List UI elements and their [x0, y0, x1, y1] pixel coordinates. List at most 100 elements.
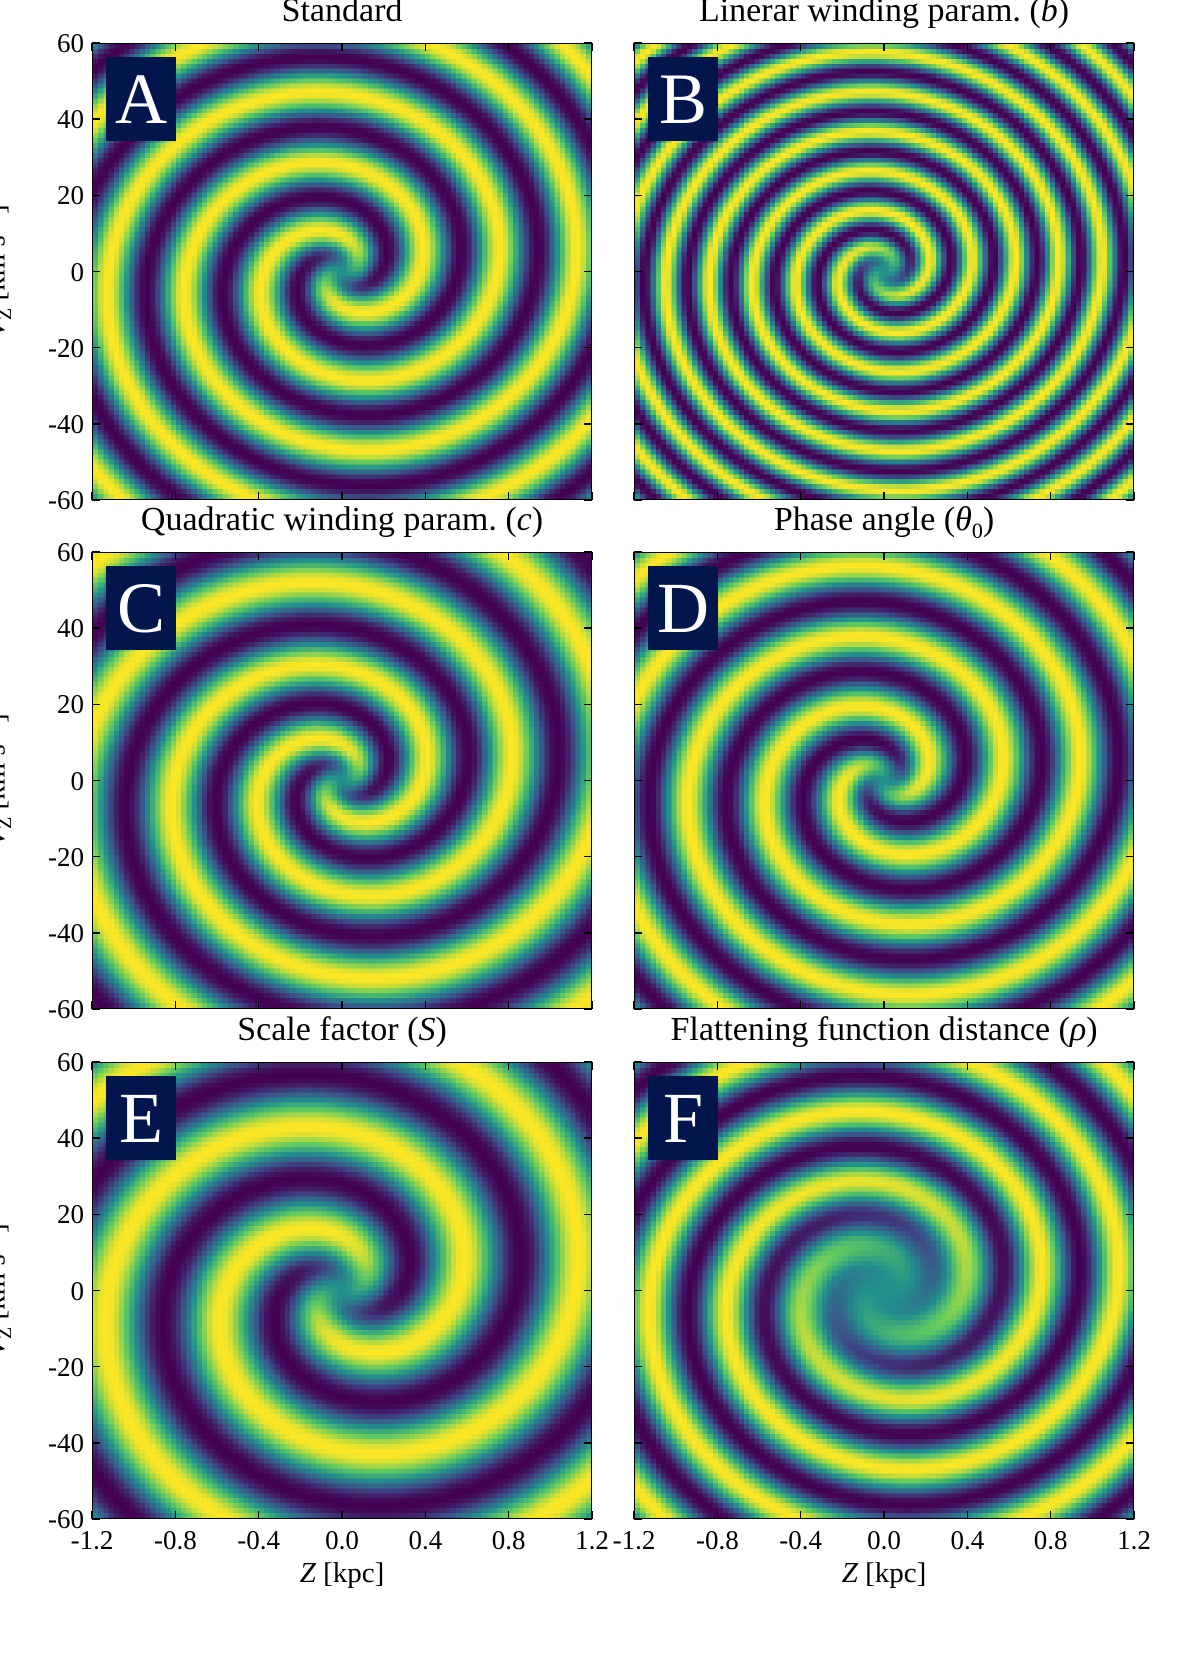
xtick-mark — [341, 43, 343, 51]
plot-area — [92, 552, 592, 1009]
xtick-mark — [507, 1511, 510, 1519]
ytick-label: -60 — [48, 1504, 84, 1534]
ytick-label: -40 — [48, 408, 84, 439]
xtick-mark — [91, 552, 93, 560]
ytick-mark — [584, 1061, 592, 1063]
ytick-mark — [92, 855, 100, 858]
ytick-mark — [584, 270, 592, 273]
ytick-mark — [92, 1518, 100, 1520]
xtick-mark — [174, 1062, 177, 1070]
xtick-mark — [716, 43, 719, 51]
xtick-mark — [633, 552, 635, 560]
xtick-mark — [257, 43, 260, 51]
xtick-mark — [799, 492, 802, 500]
ytick-mark — [92, 1213, 100, 1216]
ytick-mark — [1126, 270, 1134, 273]
ytick-mark — [584, 42, 592, 44]
ytick-mark — [92, 194, 100, 197]
xtick-mark — [883, 43, 885, 51]
ytick-label: 60 — [57, 537, 84, 567]
ytick-label: 40 — [57, 613, 84, 644]
xtick-mark — [1049, 1062, 1052, 1070]
xtick-mark — [1133, 1062, 1135, 1070]
ytick-mark — [584, 423, 592, 425]
ytick-mark — [634, 551, 642, 553]
xtick-mark — [883, 492, 885, 500]
plot-area — [634, 1062, 1134, 1519]
xtick-mark — [591, 1062, 593, 1070]
ytick-label: 60 — [57, 1047, 84, 1077]
xtick-mark — [716, 1001, 719, 1009]
ytick-label: 20 — [57, 689, 84, 720]
xtick-mark — [1049, 552, 1052, 560]
ytick-mark — [1126, 932, 1134, 934]
xtick-mark — [424, 1001, 427, 1009]
xtick-label: 0.0 — [325, 1525, 359, 1555]
panel-title: Linerar winding param. (b) — [698, 0, 1070, 29]
ytick-mark — [634, 932, 642, 934]
ytick-mark — [584, 194, 592, 197]
ytick-mark — [1126, 194, 1134, 197]
xtick-mark — [174, 1001, 177, 1009]
xtick-label: 0.8 — [491, 1525, 526, 1555]
y-axis-label: VZ [km s−1] — [0, 204, 16, 337]
ytick-label: -20 — [48, 332, 84, 363]
panel-c: Quadratic winding param. (c) C 60 40 20 0 -20 -… — [0, 501, 593, 1024]
spiral-heatmap — [635, 44, 1133, 499]
spiral-heatmap — [635, 553, 1133, 1008]
xtick-mark — [883, 552, 885, 560]
ytick-mark — [92, 1442, 100, 1444]
xtick-mark — [1133, 552, 1135, 560]
ytick-mark — [1126, 1213, 1134, 1216]
xtick-mark — [966, 1001, 969, 1009]
xtick-mark — [799, 1511, 802, 1519]
xtick-mark — [1133, 43, 1135, 51]
ytick-mark — [92, 1061, 100, 1063]
ytick-mark — [634, 1213, 642, 1216]
ytick-mark — [584, 1008, 592, 1010]
ytick-mark — [634, 42, 642, 44]
ytick-mark — [634, 194, 642, 197]
xtick-mark — [507, 1062, 510, 1070]
xtick-mark — [1049, 1511, 1052, 1519]
xtick-label: 0.0 — [867, 1525, 901, 1555]
plot-area — [634, 552, 1134, 1009]
ytick-mark — [634, 779, 642, 782]
ytick-label: -20 — [48, 841, 84, 872]
xtick-mark — [257, 552, 260, 560]
xtick-mark — [91, 43, 93, 51]
xtick-mark — [424, 552, 427, 560]
ytick-mark — [584, 1442, 592, 1444]
xtick-label: -1.2 — [612, 1525, 656, 1555]
xtick-mark — [591, 552, 593, 560]
spiral-heatmap — [93, 1063, 591, 1518]
xtick-mark — [883, 1001, 885, 1009]
ytick-mark — [634, 855, 642, 858]
ytick-mark — [634, 1365, 642, 1368]
y-axis-label: VZ [km s−1] — [0, 713, 16, 846]
xtick-label: -1.2 — [70, 1525, 114, 1555]
ytick-mark — [1126, 551, 1134, 553]
ytick-mark — [1126, 627, 1134, 629]
ytick-mark — [92, 1008, 100, 1010]
xtick-mark — [424, 492, 427, 500]
xtick-mark — [257, 1001, 260, 1009]
spiral-heatmap — [93, 44, 591, 499]
ytick-mark — [92, 346, 100, 349]
xtick-mark — [633, 1062, 635, 1070]
x-axis-label: Z [kpc] — [299, 1557, 385, 1589]
xtick-mark — [716, 1062, 719, 1070]
ytick-label: 60 — [57, 28, 84, 58]
xtick-mark — [1049, 492, 1052, 500]
xtick-mark — [507, 492, 510, 500]
panel-letter: D — [648, 566, 718, 650]
xtick-mark — [257, 1062, 260, 1070]
ytick-mark — [584, 499, 592, 501]
xtick-mark — [91, 1001, 93, 1009]
panel-e: Scale factor (S) E 60 40 20 0 -20 -40 -60 -1.2 -0.… — [0, 1011, 609, 1589]
ytick-mark — [92, 118, 100, 120]
xtick-mark — [883, 1062, 885, 1070]
xtick-mark — [341, 492, 343, 500]
ytick-label: -20 — [48, 1351, 84, 1382]
xtick-label: -0.4 — [237, 1525, 281, 1555]
